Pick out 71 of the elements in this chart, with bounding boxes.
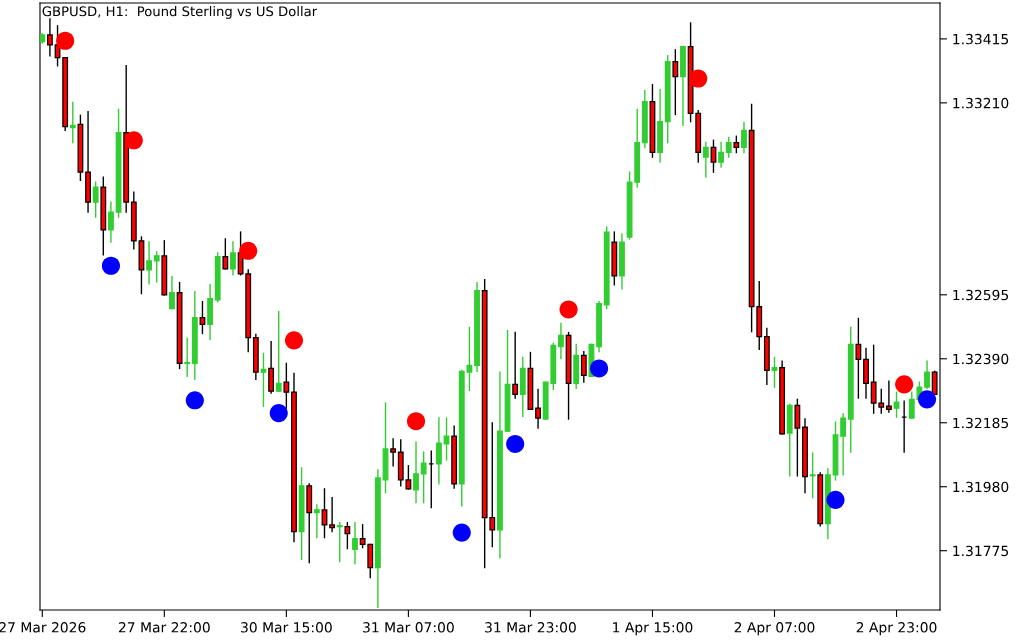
candlestick bbox=[435, 417, 442, 485]
y-tick-label: 1.32595 bbox=[953, 289, 1009, 301]
candlestick bbox=[672, 49, 679, 116]
candlestick bbox=[260, 352, 267, 407]
point bbox=[506, 434, 525, 454]
y-tick-label: 1.32185 bbox=[953, 417, 1009, 429]
candlestick bbox=[809, 452, 816, 499]
candlestick bbox=[222, 238, 229, 270]
candlestick bbox=[924, 360, 930, 390]
candlestick bbox=[146, 241, 152, 285]
candlestick bbox=[794, 398, 801, 477]
candlestick bbox=[352, 521, 358, 565]
candlestick bbox=[702, 141, 709, 178]
candlestick bbox=[718, 141, 725, 168]
point bbox=[452, 523, 471, 542]
candlestick bbox=[512, 331, 519, 399]
candlestick bbox=[413, 441, 419, 504]
point bbox=[56, 31, 75, 50]
point bbox=[406, 412, 426, 431]
candlestick bbox=[580, 350, 587, 383]
point bbox=[124, 131, 143, 150]
candlestick bbox=[69, 101, 76, 144]
x-tick-label: 2 Apr 07:00 bbox=[734, 622, 815, 636]
candlestick bbox=[535, 388, 541, 429]
candlestick bbox=[885, 380, 892, 413]
candlestick bbox=[336, 521, 343, 563]
point bbox=[590, 359, 609, 378]
candlestick bbox=[184, 337, 191, 377]
x-tick-label: 31 Mar 23:00 bbox=[485, 622, 576, 633]
y-tick-label: 1.31775 bbox=[953, 545, 1009, 557]
y-tick-label: 1.33210 bbox=[953, 97, 1009, 109]
candlestick bbox=[741, 121, 747, 154]
candlestick bbox=[420, 451, 427, 504]
candlestick bbox=[268, 340, 275, 394]
candlestick bbox=[283, 362, 290, 409]
point bbox=[101, 256, 120, 275]
point bbox=[239, 241, 258, 260]
candlestick bbox=[855, 317, 862, 399]
point bbox=[826, 490, 845, 509]
x-tick-label: 27 Mar 22:00 bbox=[118, 622, 210, 633]
candlestick bbox=[92, 181, 99, 218]
candlestick bbox=[428, 450, 435, 509]
candlestick bbox=[558, 322, 564, 360]
point bbox=[895, 375, 914, 394]
point bbox=[185, 391, 204, 410]
y-tick-label: 1.31980 bbox=[953, 481, 1009, 493]
x-tick-label: 31 Mar 07:00 bbox=[363, 622, 454, 633]
candlestick bbox=[771, 356, 778, 388]
x-tick-label: 1 Apr 15:00 bbox=[613, 622, 693, 636]
candlestick bbox=[108, 201, 114, 243]
candlestick bbox=[329, 496, 336, 533]
point bbox=[269, 404, 288, 423]
x-tick-label: 27 Mar 2026 bbox=[0, 622, 86, 633]
candlestick bbox=[230, 241, 236, 276]
chart-title: GBPUSD, H1: Pound Sterling vs US Dollar bbox=[42, 6, 318, 19]
y-tick-label: 1.32390 bbox=[953, 353, 1009, 365]
point bbox=[559, 300, 578, 319]
candlestick bbox=[313, 504, 320, 539]
x-tick-label: 30 Mar 15:00 bbox=[241, 622, 332, 633]
candlestick bbox=[169, 276, 175, 310]
candlestick bbox=[390, 438, 397, 467]
candlestick bbox=[153, 251, 160, 283]
candlestick bbox=[47, 18, 53, 57]
y-tick-label: 1.33415 bbox=[953, 33, 1009, 45]
point bbox=[917, 390, 937, 409]
candlestick bbox=[840, 413, 847, 476]
candlestick bbox=[725, 136, 732, 158]
point bbox=[284, 331, 304, 350]
x-tick-label: 2 Apr 23:00 bbox=[856, 622, 937, 636]
candlestick bbox=[344, 521, 351, 550]
candlestick bbox=[275, 310, 282, 392]
